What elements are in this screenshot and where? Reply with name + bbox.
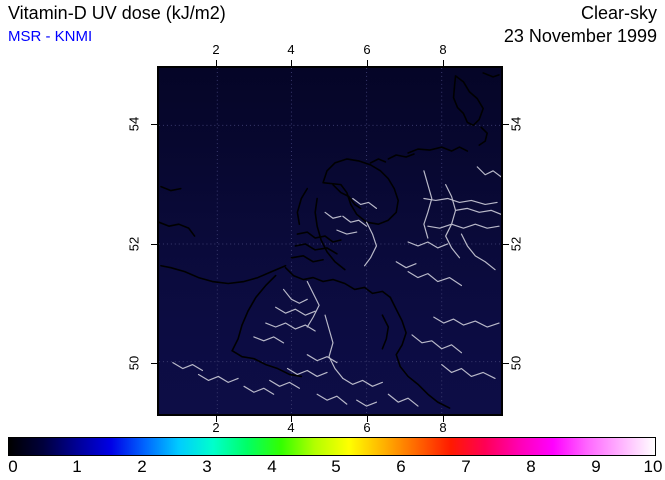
map-frame	[157, 66, 503, 416]
axis-label-top: 4	[287, 42, 295, 57]
axis-label-right: 52	[508, 236, 524, 252]
graticule-gridlines	[159, 68, 501, 414]
axis-tick-left	[151, 363, 157, 364]
colorbar-tick: 9	[591, 457, 601, 476]
axis-tick-bottom	[216, 416, 217, 422]
axis-label-right: 54	[508, 116, 524, 132]
colorbar-tick: 0	[8, 457, 18, 476]
axis-tick-top	[216, 60, 217, 66]
sky-condition-label: Clear-sky	[580, 3, 657, 23]
colorbar-tick-labels: 0 1 2 3 4 5 6 7 8 9 10	[8, 457, 662, 479]
axis-label-left: 52	[126, 236, 142, 252]
axis-label-bottom: 6	[363, 420, 371, 435]
axis-label-left: 50	[126, 355, 142, 371]
colorbar-tick: 6	[396, 457, 406, 476]
date-label: 23 November 1999	[503, 26, 657, 46]
axis-label-bottom: 4	[287, 420, 295, 435]
axis-tick-bottom	[291, 416, 292, 422]
chart-header: Vitamin-D UV dose (kJ/m2) MSR - KNMI Cle…	[0, 0, 665, 48]
map-plot: 2 4 6 8 2 4 6 8 54 52 50 54 52 50	[127, 42, 524, 435]
colorbar-tick: 8	[526, 457, 536, 476]
axis-label-bottom: 2	[212, 420, 220, 435]
axis-label-left: 54	[126, 116, 142, 132]
page-title: Vitamin-D UV dose (kJ/m2)	[8, 3, 226, 23]
axis-tick-right	[503, 244, 509, 245]
colorbar-tick: 10	[643, 457, 663, 476]
colorbar-tick: 2	[137, 457, 147, 476]
data-source-label: MSR - KNMI	[8, 28, 93, 45]
axis-label-top: 6	[363, 42, 371, 57]
coastline-overlay	[159, 72, 501, 409]
axis-tick-left	[151, 244, 157, 245]
axis-tick-top	[443, 60, 444, 66]
axis-tick-bottom	[367, 416, 368, 422]
colorbar-tick: 5	[331, 457, 341, 476]
axis-tick-top	[367, 60, 368, 66]
axis-tick-bottom	[443, 416, 444, 422]
axis-label-right: 50	[508, 355, 524, 371]
axis-tick-top	[291, 60, 292, 66]
coastline-paths	[159, 72, 500, 409]
axis-tick-right	[503, 124, 509, 125]
axis-label-top: 2	[212, 42, 220, 57]
colorbar-tick: 7	[461, 457, 471, 476]
axis-tick-left	[151, 124, 157, 125]
axis-label-bottom: 8	[439, 420, 447, 435]
colorbar: 0 1 2 3 4 5 6 7 8 9 10	[8, 437, 662, 479]
axis-tick-right	[503, 363, 509, 364]
colorbar-tick: 4	[267, 457, 277, 476]
axis-label-top: 8	[439, 42, 447, 57]
colorbar-gradient	[8, 437, 656, 456]
colorbar-tick: 1	[72, 457, 82, 476]
political-border-paths	[172, 166, 501, 407]
colorbar-tick: 3	[202, 457, 212, 476]
